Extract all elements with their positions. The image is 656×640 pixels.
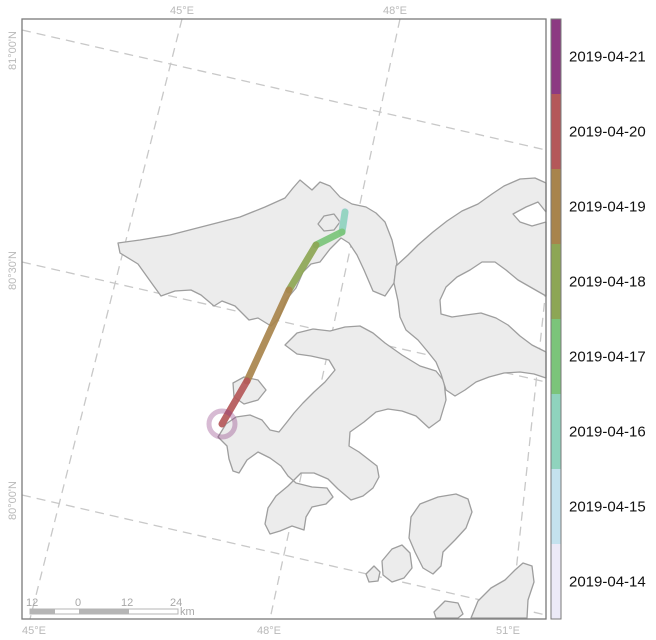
track-segment-2: [312, 228, 346, 249]
legend-label-2019-04-18: 2019-04-18: [569, 274, 646, 291]
scale-tick-12-left: 12: [26, 597, 38, 609]
legend-swatch-2019-04-17: [551, 319, 561, 394]
legend-swatch-2019-04-16: [551, 394, 561, 469]
scale-bar-seg-1: [30, 609, 55, 614]
track-segment-3: [285, 241, 320, 294]
map-frame: [21, 18, 547, 620]
islet-south-3: [433, 600, 464, 619]
islet-south-2: [365, 565, 381, 583]
track-start-marker: [206, 408, 238, 440]
lon-top-48e: 48°E: [383, 5, 407, 17]
legend-swatch-2019-04-19: [551, 169, 561, 244]
scale-tick-0: 0: [75, 597, 81, 609]
scale-bar: 12 0 12 24 km: [26, 597, 195, 618]
longitude-labels: 45°E 48°E 45°E 48°E 51°E: [22, 5, 520, 637]
meridian-45e: [29, 18, 183, 620]
legend-colorbar-frame: [550, 18, 562, 620]
legend-swatch-2019-04-15: [551, 469, 561, 544]
animal-track: [218, 208, 349, 428]
landmass: [117, 177, 547, 619]
legend-swatch-2019-04-18: [551, 244, 561, 319]
island-south-corner: [470, 562, 535, 619]
legend-swatch-2019-04-14: [551, 544, 561, 619]
legend-label-2019-04-16: 2019-04-16: [569, 424, 646, 441]
scale-tick-24: 24: [170, 597, 182, 609]
lat-81n: 81°00'N: [7, 31, 19, 70]
island-east: [393, 177, 547, 397]
legend-label-2019-04-20: 2019-04-20: [569, 124, 646, 141]
scale-tick-12: 12: [121, 597, 133, 609]
island-central: [217, 325, 447, 535]
island-southeast: [408, 493, 473, 575]
legend-swatch-2019-04-21: [551, 19, 561, 94]
meridian-51e: [510, 287, 547, 620]
legend-label-2019-04-15: 2019-04-15: [569, 499, 646, 516]
track-segment-4: [243, 286, 293, 385]
lat-80-30n: 80°30'N: [7, 251, 19, 290]
legend-label-2019-04-14: 2019-04-14: [569, 574, 646, 591]
scale-unit: km: [180, 606, 195, 618]
lat-80n: 80°00'N: [7, 481, 19, 520]
scale-bar-seg-2: [79, 609, 129, 614]
latitude-labels: 81°00'N 80°30'N 80°00'N: [7, 31, 19, 520]
legend-label-2019-04-17: 2019-04-17: [569, 349, 646, 366]
lon-bottom-51e: 51°E: [496, 625, 520, 637]
islet-south-1: [381, 544, 413, 583]
lon-bottom-45e: 45°E: [22, 625, 46, 637]
legend-swatch-2019-04-20: [551, 94, 561, 169]
date-legend: 2019-04-21 2019-04-20 2019-04-19 2019-04-18…: [550, 18, 646, 620]
lon-top-45e: 45°E: [170, 5, 194, 17]
lon-bottom-48e: 48°E: [257, 625, 281, 637]
track-segment-5: [218, 377, 251, 428]
legend-label-2019-04-21: 2019-04-21: [569, 49, 646, 66]
legend-label-2019-04-19: 2019-04-19: [569, 199, 646, 216]
